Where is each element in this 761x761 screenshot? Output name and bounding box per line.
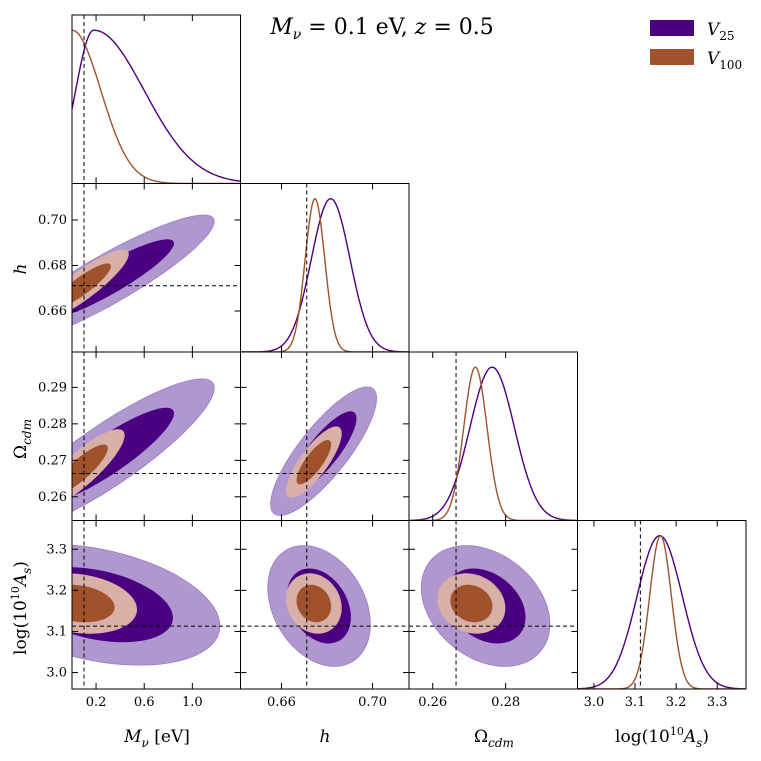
- marginal-v25-logas-line: [577, 534, 746, 689]
- x-tick-label-mnu: 0.6: [134, 695, 155, 710]
- x-tick-label-omega: 0.28: [491, 695, 520, 710]
- x-tick-label-h: 0.66: [267, 695, 296, 710]
- y-tick-label-omega: 0.29: [38, 380, 67, 395]
- y-tick-label-h: 0.70: [38, 213, 67, 228]
- y-axis-labels: h Ωcdm log(1010As): [9, 264, 34, 655]
- legend-label-v25: V25: [707, 20, 735, 43]
- x-tick-label-logas: 3.3: [707, 695, 728, 710]
- contour-v100-68: [72, 584, 115, 623]
- y-tick-label-h: 0.66: [38, 304, 67, 319]
- y-tick-label-logas: 3.3: [46, 542, 67, 557]
- contour-h-omega: [270, 386, 378, 516]
- marginal-v100-omega-line: [409, 366, 578, 521]
- contour-v100-68: [72, 444, 108, 489]
- x-tick-label-h: 0.70: [358, 695, 387, 710]
- marginal-v100-mnu-line: [72, 29, 241, 184]
- legend-swatch-v25: [650, 20, 694, 36]
- marginal-v100-mnu: [72, 29, 241, 184]
- contour-mnu-logas: [72, 544, 221, 666]
- panel-frame-logas-logas: [577, 520, 747, 690]
- legend-swatch-v100: [650, 49, 694, 65]
- legend: V25 V100: [650, 20, 742, 72]
- contour-omega-logas: [420, 545, 551, 667]
- y-label-omega: Ωcdm: [11, 419, 34, 459]
- contour-v100-68: [450, 584, 493, 623]
- x-label-omega: Ωcdm: [474, 727, 514, 750]
- contour-v100-68: [296, 584, 332, 623]
- y-tick-label-logas: 3.1: [46, 624, 67, 639]
- marginal-v100-h: [240, 197, 409, 352]
- panel-frame-h-h: [240, 183, 410, 353]
- marginal-v25-logas: [577, 534, 746, 689]
- x-label-mnu: Mν [eV]: [123, 727, 190, 750]
- marginal-v25-mnu-line: [72, 29, 241, 182]
- panel-frame-omega-omega: [408, 351, 578, 521]
- marginal-v25-omega-line: [409, 366, 578, 521]
- contour-mnu-h: [72, 214, 215, 326]
- x-tick-label-logas: 3.2: [666, 695, 687, 710]
- marginal-v25-mnu: [72, 29, 241, 182]
- marginal-v25-h: [240, 197, 409, 352]
- marginal-v100-h-line: [240, 197, 409, 352]
- contour-mnu-omega: [72, 378, 215, 512]
- contour-v100-68: [72, 263, 111, 303]
- y-tick-label-omega: 0.27: [38, 453, 67, 468]
- y-label-logas: log(1010As): [9, 561, 34, 655]
- x-axis-labels: Mν [eV] h Ωcdm log(1010As): [123, 725, 709, 750]
- y-tick-label-h: 0.68: [38, 258, 67, 273]
- marginal-v100-omega: [409, 366, 578, 521]
- y-tick-label-logas: 3.2: [46, 583, 67, 598]
- marginal-v100-logas: [577, 534, 746, 689]
- chart-title: Mν = 0.1 eV, z = 0.5: [269, 15, 494, 43]
- marginal-v25-omega: [409, 366, 578, 521]
- x-tick-label-logas: 3.1: [625, 695, 646, 710]
- y-label-h: h: [11, 264, 31, 275]
- x-label-h: h: [320, 727, 331, 747]
- x-tick-label-omega: 0.26: [418, 695, 447, 710]
- y-tick-label-logas: 3.0: [46, 666, 67, 681]
- x-tick-label-logas: 3.0: [584, 695, 605, 710]
- y-tick-label-omega: 0.26: [38, 490, 67, 505]
- corner-panels: [71, 14, 747, 690]
- x-tick-label-mnu: 0.2: [86, 695, 107, 710]
- y-tick-label-omega: 0.28: [38, 417, 67, 432]
- x-tick-label-mnu: 1.0: [182, 695, 203, 710]
- contour-h-logas: [267, 545, 371, 667]
- contour-v25-68: [72, 239, 174, 314]
- legend-label-v100: V100: [707, 49, 742, 72]
- marginal-v100-logas-line: [577, 534, 746, 689]
- tick-labels: 0.2 0.6 1.0 0.66 0.70 0.26 0.28 3.0 3.1 3.2 3.3 0.6…: [38, 213, 728, 710]
- panel-frame-mnu-mnu: [71, 14, 241, 184]
- x-label-logas: log(1010As): [615, 725, 709, 750]
- marginal-v25-h-line: [240, 197, 409, 352]
